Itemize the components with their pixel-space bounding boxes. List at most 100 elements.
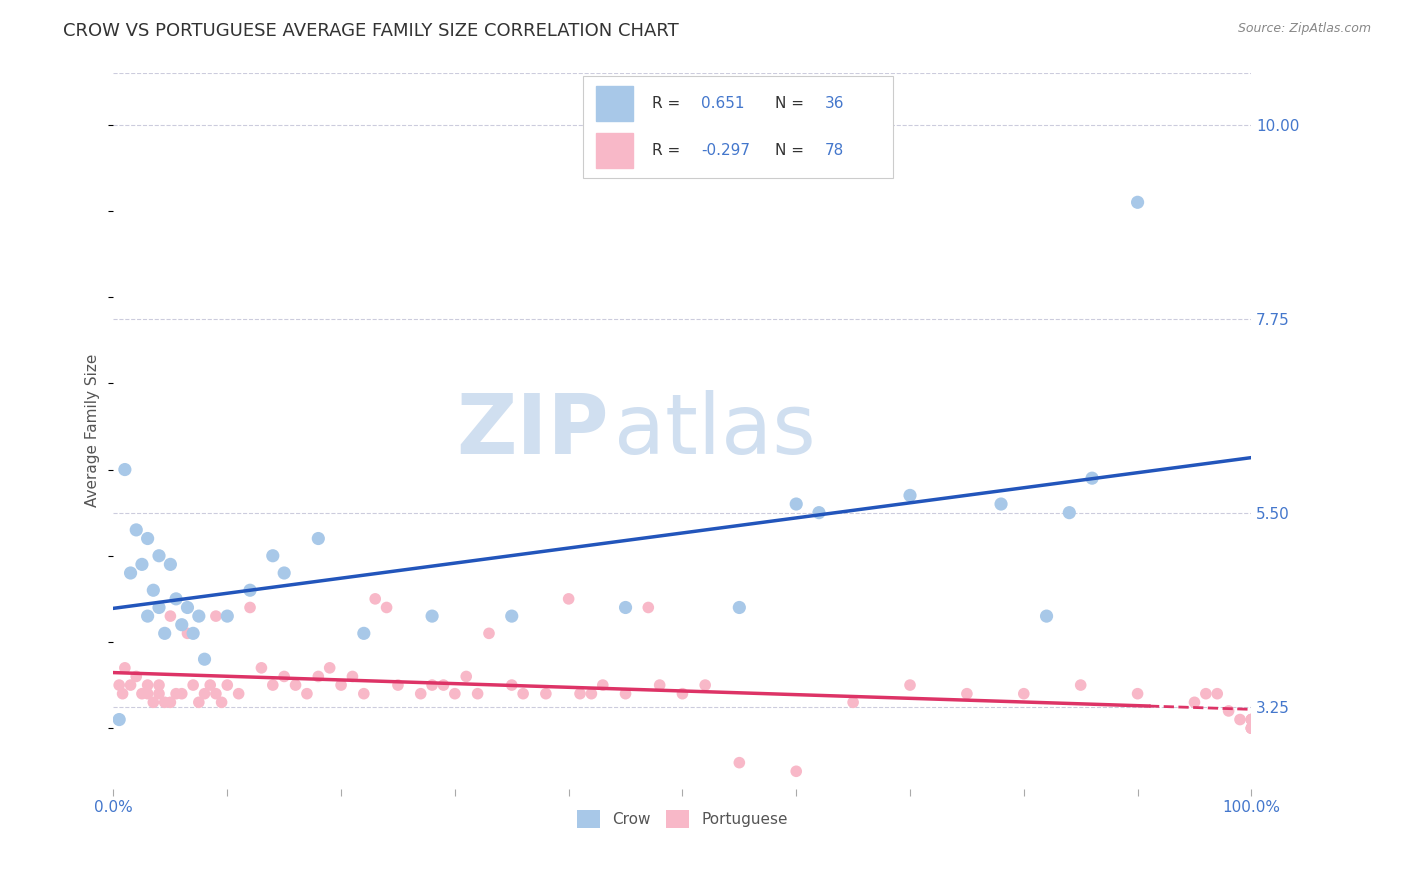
Point <box>136 687 159 701</box>
Point <box>239 600 262 615</box>
Point <box>111 687 134 701</box>
Point <box>284 678 307 692</box>
Point <box>1070 678 1092 692</box>
Point <box>1229 713 1251 727</box>
Point <box>1081 471 1104 485</box>
Point <box>193 652 215 666</box>
Point <box>898 678 921 692</box>
Point <box>136 678 159 692</box>
Point <box>176 626 198 640</box>
Point <box>364 591 387 606</box>
Text: -0.297: -0.297 <box>702 144 749 158</box>
Point <box>456 669 478 683</box>
Point <box>205 687 228 701</box>
Point <box>614 687 637 701</box>
Point <box>432 678 454 692</box>
Text: 36: 36 <box>825 96 844 111</box>
Point <box>1126 687 1149 701</box>
Point <box>108 713 131 727</box>
Point <box>176 600 198 615</box>
Point <box>478 626 501 640</box>
Text: N =: N = <box>775 144 808 158</box>
Text: 78: 78 <box>825 144 844 158</box>
Point <box>125 669 148 683</box>
Point <box>228 687 250 701</box>
Point <box>420 609 443 624</box>
Point <box>148 549 170 563</box>
Point <box>153 695 176 709</box>
Point <box>159 695 181 709</box>
Point <box>353 687 375 701</box>
Point <box>250 661 273 675</box>
Point <box>569 687 592 701</box>
Text: 0.651: 0.651 <box>702 96 745 111</box>
Point <box>120 566 142 580</box>
Point <box>728 600 751 615</box>
Text: ZIP: ZIP <box>456 391 609 471</box>
Text: CROW VS PORTUGUESE AVERAGE FAMILY SIZE CORRELATION CHART: CROW VS PORTUGUESE AVERAGE FAMILY SIZE C… <box>63 22 679 40</box>
Point <box>898 488 921 502</box>
Point <box>1218 704 1240 718</box>
Point <box>136 532 159 546</box>
Point <box>114 661 136 675</box>
Point <box>200 678 222 692</box>
Point <box>142 583 165 598</box>
Point <box>1126 195 1149 210</box>
Point <box>353 626 375 640</box>
Point <box>114 462 136 476</box>
Point <box>387 678 409 692</box>
Point <box>262 549 284 563</box>
Point <box>501 609 523 624</box>
Point <box>648 678 671 692</box>
Point <box>1240 721 1263 735</box>
Point <box>1012 687 1035 701</box>
Point <box>295 687 318 701</box>
Point <box>136 609 159 624</box>
Point <box>1059 506 1081 520</box>
Text: R =: R = <box>651 144 685 158</box>
Point <box>170 687 193 701</box>
Point <box>205 609 228 624</box>
Point <box>187 695 209 709</box>
Point <box>239 583 262 598</box>
Point <box>1240 713 1263 727</box>
Point <box>330 678 353 692</box>
Point <box>211 695 233 709</box>
Point <box>165 591 187 606</box>
Point <box>131 687 153 701</box>
Point <box>307 669 329 683</box>
Point <box>420 678 443 692</box>
FancyBboxPatch shape <box>596 133 633 168</box>
Point <box>273 669 295 683</box>
Point <box>318 661 340 675</box>
Point <box>1195 687 1218 701</box>
Point <box>728 756 751 770</box>
Point <box>1240 713 1263 727</box>
Point <box>581 687 603 701</box>
Point <box>614 600 637 615</box>
Point <box>125 523 148 537</box>
Point <box>1240 721 1263 735</box>
Point <box>217 678 239 692</box>
Point <box>273 566 295 580</box>
Point <box>785 497 807 511</box>
Text: Source: ZipAtlas.com: Source: ZipAtlas.com <box>1237 22 1371 36</box>
Point <box>342 669 364 683</box>
Point <box>409 687 432 701</box>
Point <box>1035 609 1057 624</box>
Point <box>165 687 187 701</box>
Point <box>148 678 170 692</box>
Point <box>1206 687 1229 701</box>
Point <box>467 687 489 701</box>
Y-axis label: Average Family Size: Average Family Size <box>86 354 100 508</box>
Point <box>193 687 215 701</box>
Text: R =: R = <box>651 96 685 111</box>
Point <box>375 600 398 615</box>
Point <box>148 600 170 615</box>
Point <box>159 558 181 572</box>
Point <box>262 678 284 692</box>
Point <box>695 678 717 692</box>
Point <box>142 695 165 709</box>
Point <box>956 687 979 701</box>
Point <box>148 687 170 701</box>
